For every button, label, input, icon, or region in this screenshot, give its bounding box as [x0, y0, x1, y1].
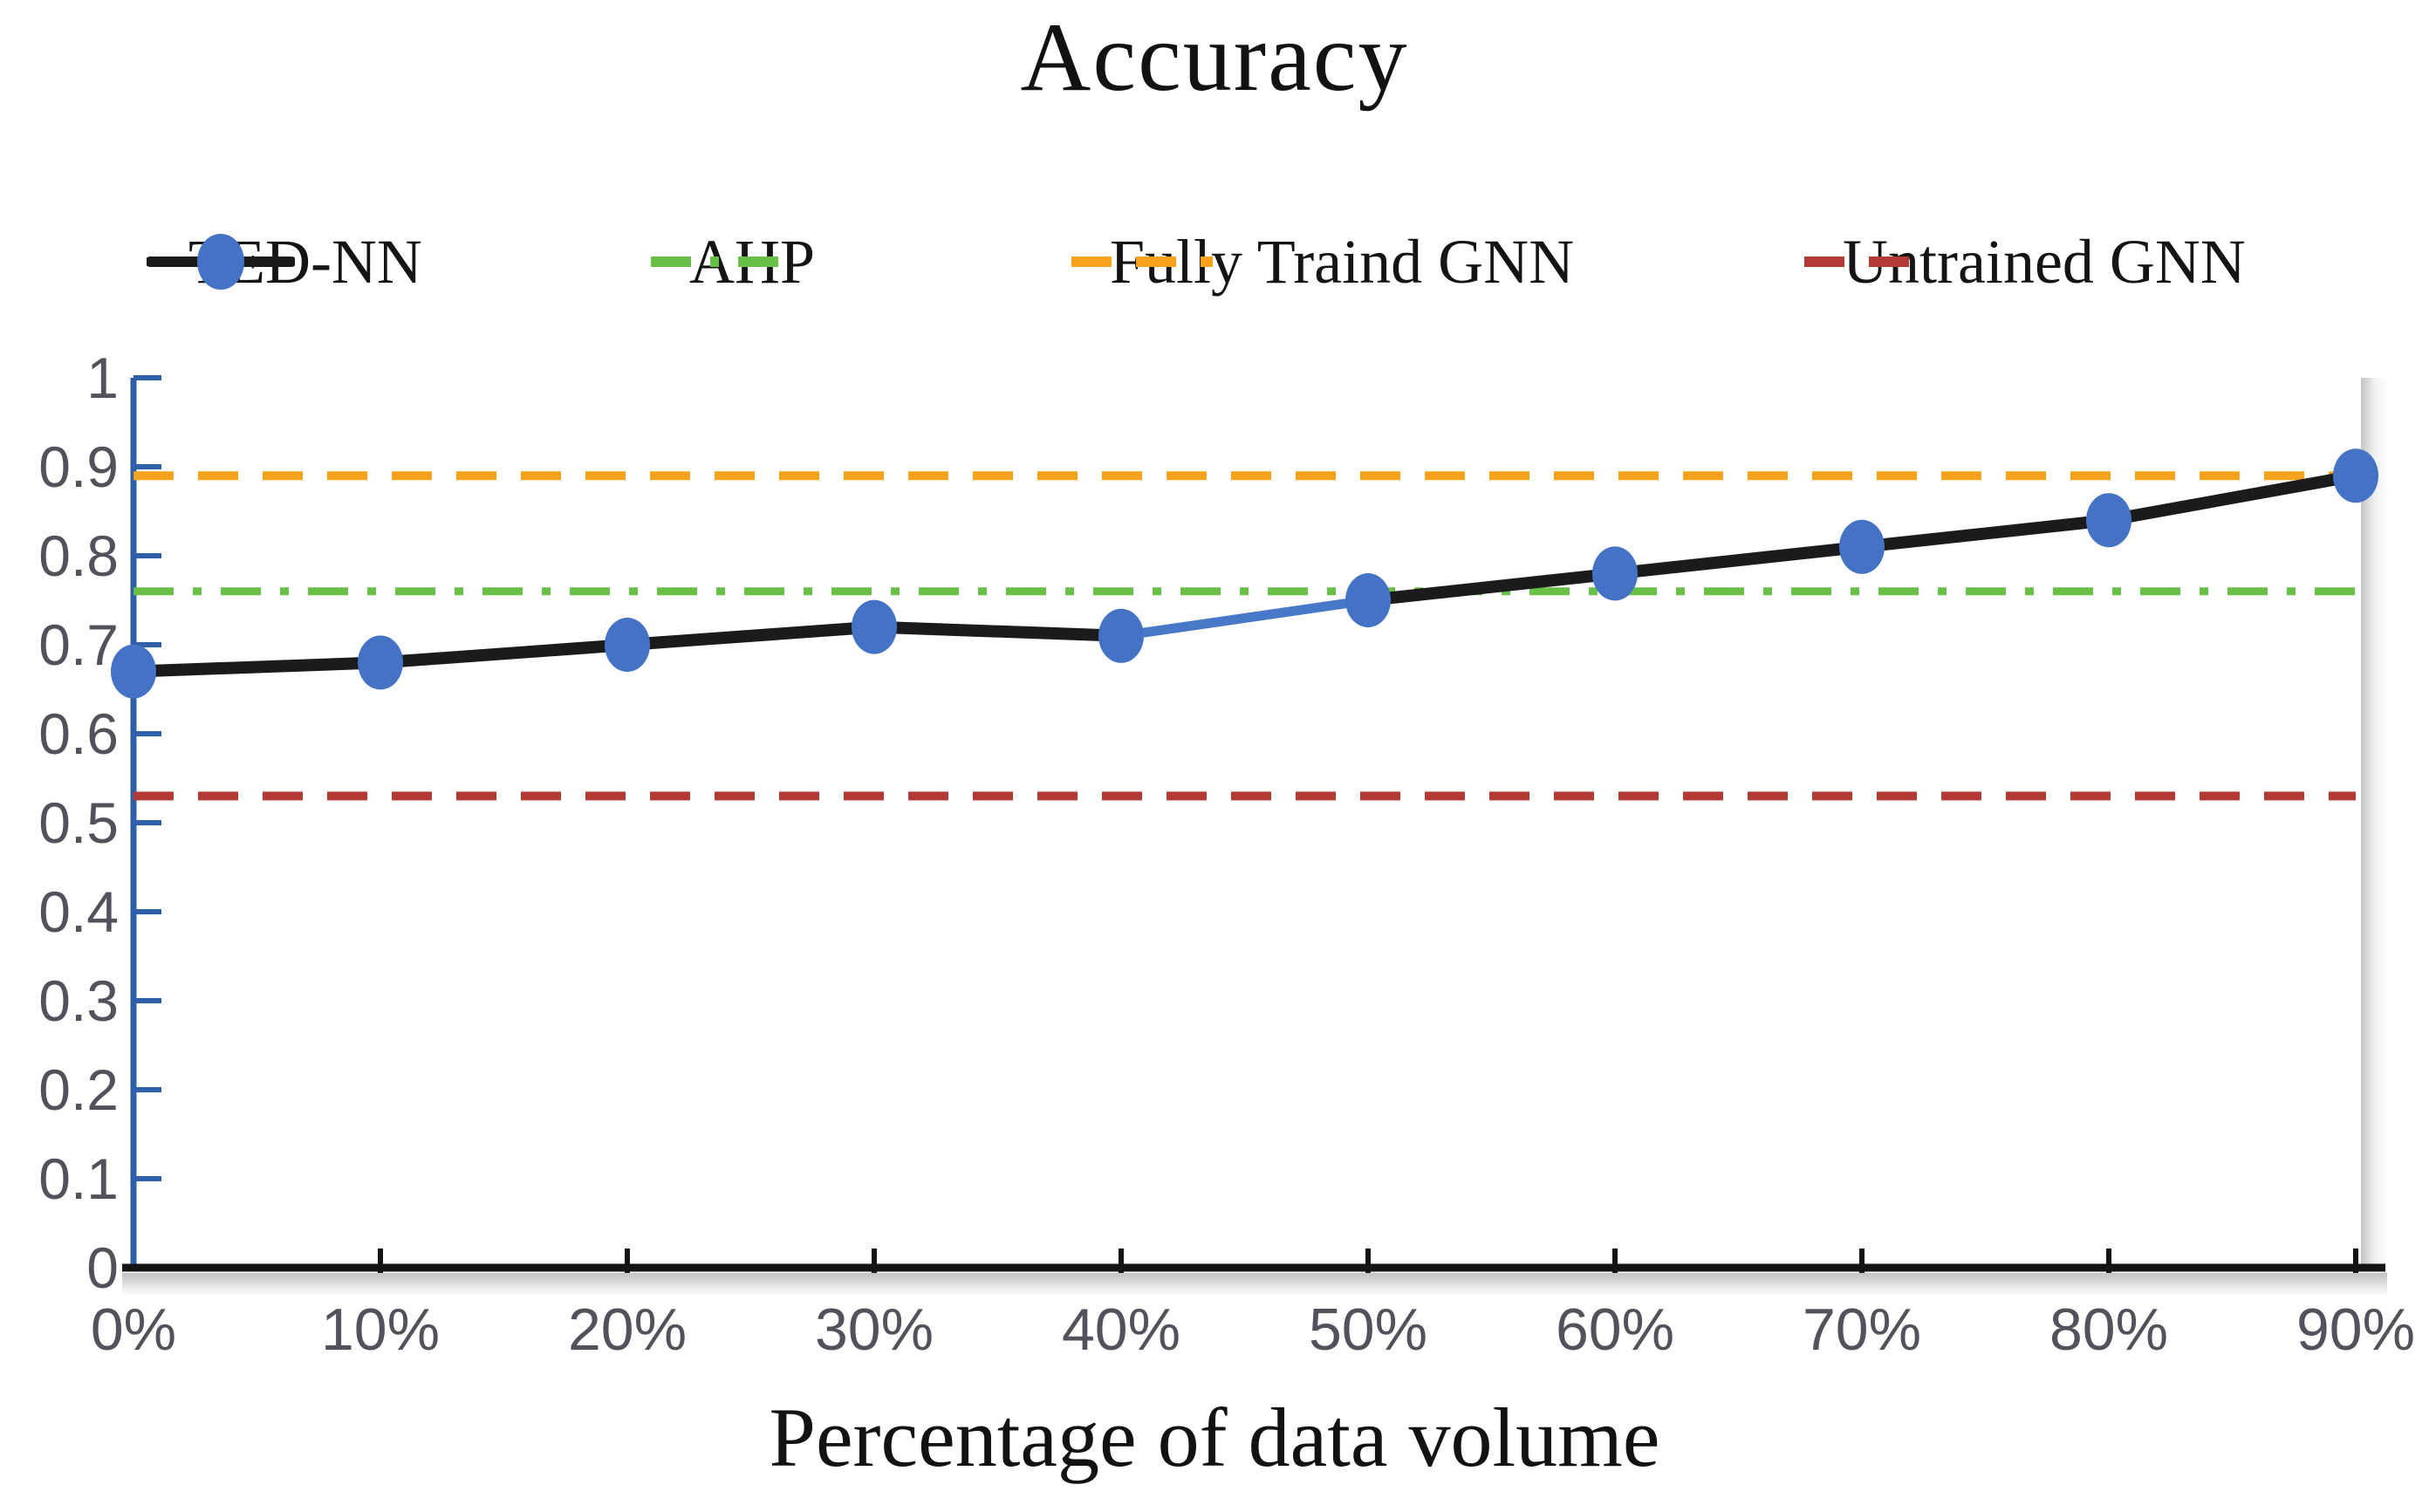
x-tick-label-20%: 20% [567, 1296, 688, 1363]
x-tick-label-30%: 30% [814, 1296, 934, 1363]
series-segment [1362, 567, 1621, 606]
legend-item-fully-traind-gnn: Fully Traind GNN [1068, 220, 1574, 304]
x-tick-label-70%: 70% [1802, 1296, 1922, 1363]
x-tick-label-60%: 60% [1555, 1296, 1675, 1363]
legend-item-untrained-gnn: Untrained GNN [1801, 220, 2246, 304]
x-tick-label-80%: 80% [2049, 1296, 2169, 1363]
y-tick-label-0: 0 [86, 1235, 119, 1300]
series-segment [621, 620, 880, 651]
x-axis-shadow [122, 1273, 2387, 1296]
data-point-0% [111, 644, 156, 699]
x-axis-title: Percentage of data volume [769, 1391, 1660, 1484]
y-tick-label-0.8: 0.8 [38, 523, 119, 588]
y-tick-label-0.9: 0.9 [38, 434, 119, 499]
x-tick-label-40%: 40% [1061, 1296, 1181, 1363]
x-tick-label-0%: 0% [90, 1296, 177, 1363]
series-segment [2103, 469, 2362, 527]
x-tick-label-10%: 10% [320, 1296, 441, 1363]
data-point-10% [358, 635, 403, 690]
series-segment [868, 620, 1127, 642]
fully-traind-gnn-dash-swatch [1071, 257, 1213, 267]
y-tick-label-0.4: 0.4 [38, 879, 119, 944]
y-tick-label-1: 1 [86, 346, 119, 410]
data-point-50% [1345, 573, 1391, 627]
legend-label-fully-traind-gnn: Fully Traind GNN [1110, 226, 1575, 297]
untrained-gnn-dash-swatch [1804, 257, 1919, 267]
series-segment [127, 656, 387, 678]
series-segment [374, 639, 633, 669]
y-tick-label-0.2: 0.2 [38, 1057, 119, 1122]
y-tick-label-0.1: 0.1 [38, 1146, 119, 1211]
series-segment [1116, 595, 1373, 641]
plot-right-edge-shadow [2361, 378, 2389, 1271]
ahp-dashdot-swatch [651, 257, 789, 267]
legend-label-untrained-gnn: Untrained GNN [1843, 226, 2246, 297]
data-point-80% [2086, 493, 2131, 548]
legend-marker-circle [197, 234, 244, 290]
x-tick-label-90%: 90% [2296, 1296, 2416, 1363]
data-point-40% [1098, 608, 1144, 663]
series-segment [1609, 540, 1868, 580]
legend-item-ted-nn: TED-NN [147, 220, 422, 304]
data-point-30% [852, 599, 897, 654]
y-tick-label-0.3: 0.3 [38, 968, 119, 1033]
y-tick-label-0.7: 0.7 [38, 612, 119, 677]
x-tick-label-50%: 50% [1308, 1296, 1428, 1363]
data-point-60% [1592, 546, 1638, 601]
data-point-70% [1839, 519, 1885, 574]
chart-title: Accuracy [1020, 3, 1409, 112]
ted-nn-line-marker-swatch [147, 234, 295, 290]
series-segment [1856, 514, 2115, 553]
data-point-90% [2333, 448, 2378, 503]
legend-item-ahp: AHP [647, 220, 815, 304]
data-point-20% [605, 618, 650, 672]
y-tick-label-0.5: 0.5 [38, 790, 119, 855]
y-tick-label-0.6: 0.6 [38, 701, 119, 766]
